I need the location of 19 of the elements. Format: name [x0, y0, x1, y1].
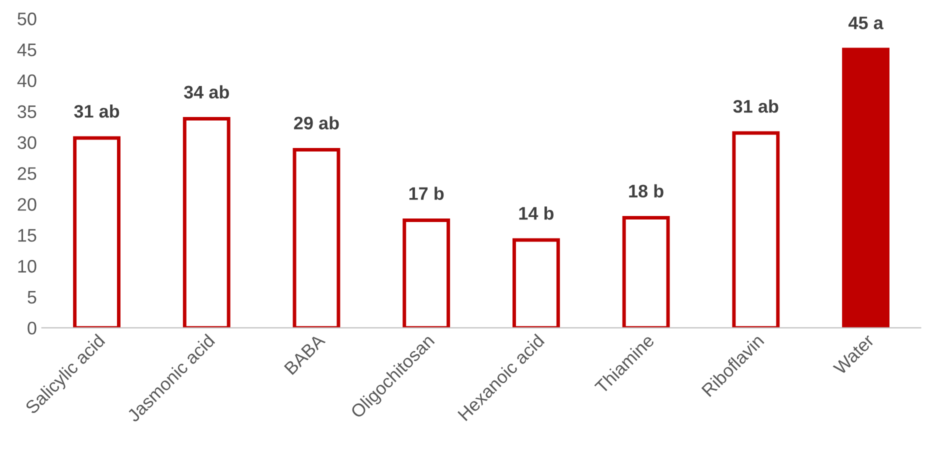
y-tick-label: 0 [28, 322, 36, 335]
data-label: 31 ab [733, 100, 778, 113]
data-label: 45 a [848, 16, 884, 30]
y-tick-label: 20 [18, 198, 36, 211]
y-tick-label: 15 [18, 229, 36, 242]
y-tick-label: 50 [18, 12, 36, 26]
y-tick-label: 45 [17, 44, 36, 56]
y-tick-label: 5 [28, 291, 36, 304]
data-label: 18 b [629, 184, 664, 198]
data-label: 29 ab [294, 116, 339, 130]
data-label: 14 b [519, 206, 554, 220]
y-tick-label: 25 [18, 167, 36, 180]
y-tick-label: 35 [18, 105, 36, 118]
data-label: 34 ab [184, 85, 229, 99]
y-tick-label: 30 [18, 136, 36, 150]
data-label: 31 ab [74, 104, 120, 118]
y-tick-label: 40 [17, 74, 36, 88]
y-tick-label: 10 [18, 260, 36, 273]
data-label: 17 b [409, 186, 444, 200]
